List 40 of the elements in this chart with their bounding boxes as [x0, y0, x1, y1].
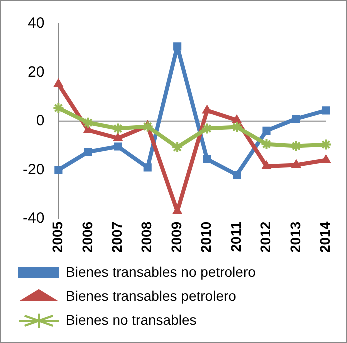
legend-label: Bienes transables petrolero — [66, 288, 237, 304]
x-tick-label: 2011 — [228, 222, 244, 252]
point — [82, 116, 94, 129]
point — [113, 132, 123, 142]
point — [203, 155, 212, 164]
point — [84, 148, 92, 156]
point — [144, 164, 152, 172]
point — [172, 141, 184, 154]
x-tick-label: 2010 — [198, 222, 214, 254]
x-tick-label: 2008 — [138, 222, 155, 254]
point — [322, 106, 330, 115]
x-tick-label: 2009 — [168, 222, 184, 254]
x-tick-label: 2014 — [317, 222, 334, 254]
point — [292, 160, 302, 168]
point — [84, 124, 94, 134]
point — [114, 142, 122, 151]
point — [174, 42, 182, 51]
point — [232, 170, 242, 180]
x-tick-label: 2007 — [108, 222, 125, 254]
y-tick-label: -20 — [22, 161, 45, 178]
x-tick-label: 2005 — [50, 222, 66, 254]
point — [202, 105, 212, 114]
point — [231, 121, 244, 134]
point — [262, 160, 272, 170]
y-tick-label: 20 — [28, 64, 45, 81]
y-tick-label: -40 — [22, 210, 45, 227]
point — [52, 102, 65, 114]
point — [232, 114, 242, 124]
legend-label: Bienes no transables — [66, 312, 197, 328]
x-tick-label: 2013 — [287, 222, 304, 254]
x-tick-label: 2012 — [258, 222, 274, 254]
legend-label: Bienes transables no petrolero — [66, 264, 256, 280]
y-tick-label: 0 — [36, 112, 45, 130]
point — [54, 166, 63, 174]
point — [54, 78, 64, 88]
point — [292, 114, 301, 124]
point — [321, 154, 332, 164]
y-tick-label: 40 — [28, 15, 45, 32]
point — [262, 126, 271, 135]
x-tick-label: 2006 — [79, 222, 96, 254]
